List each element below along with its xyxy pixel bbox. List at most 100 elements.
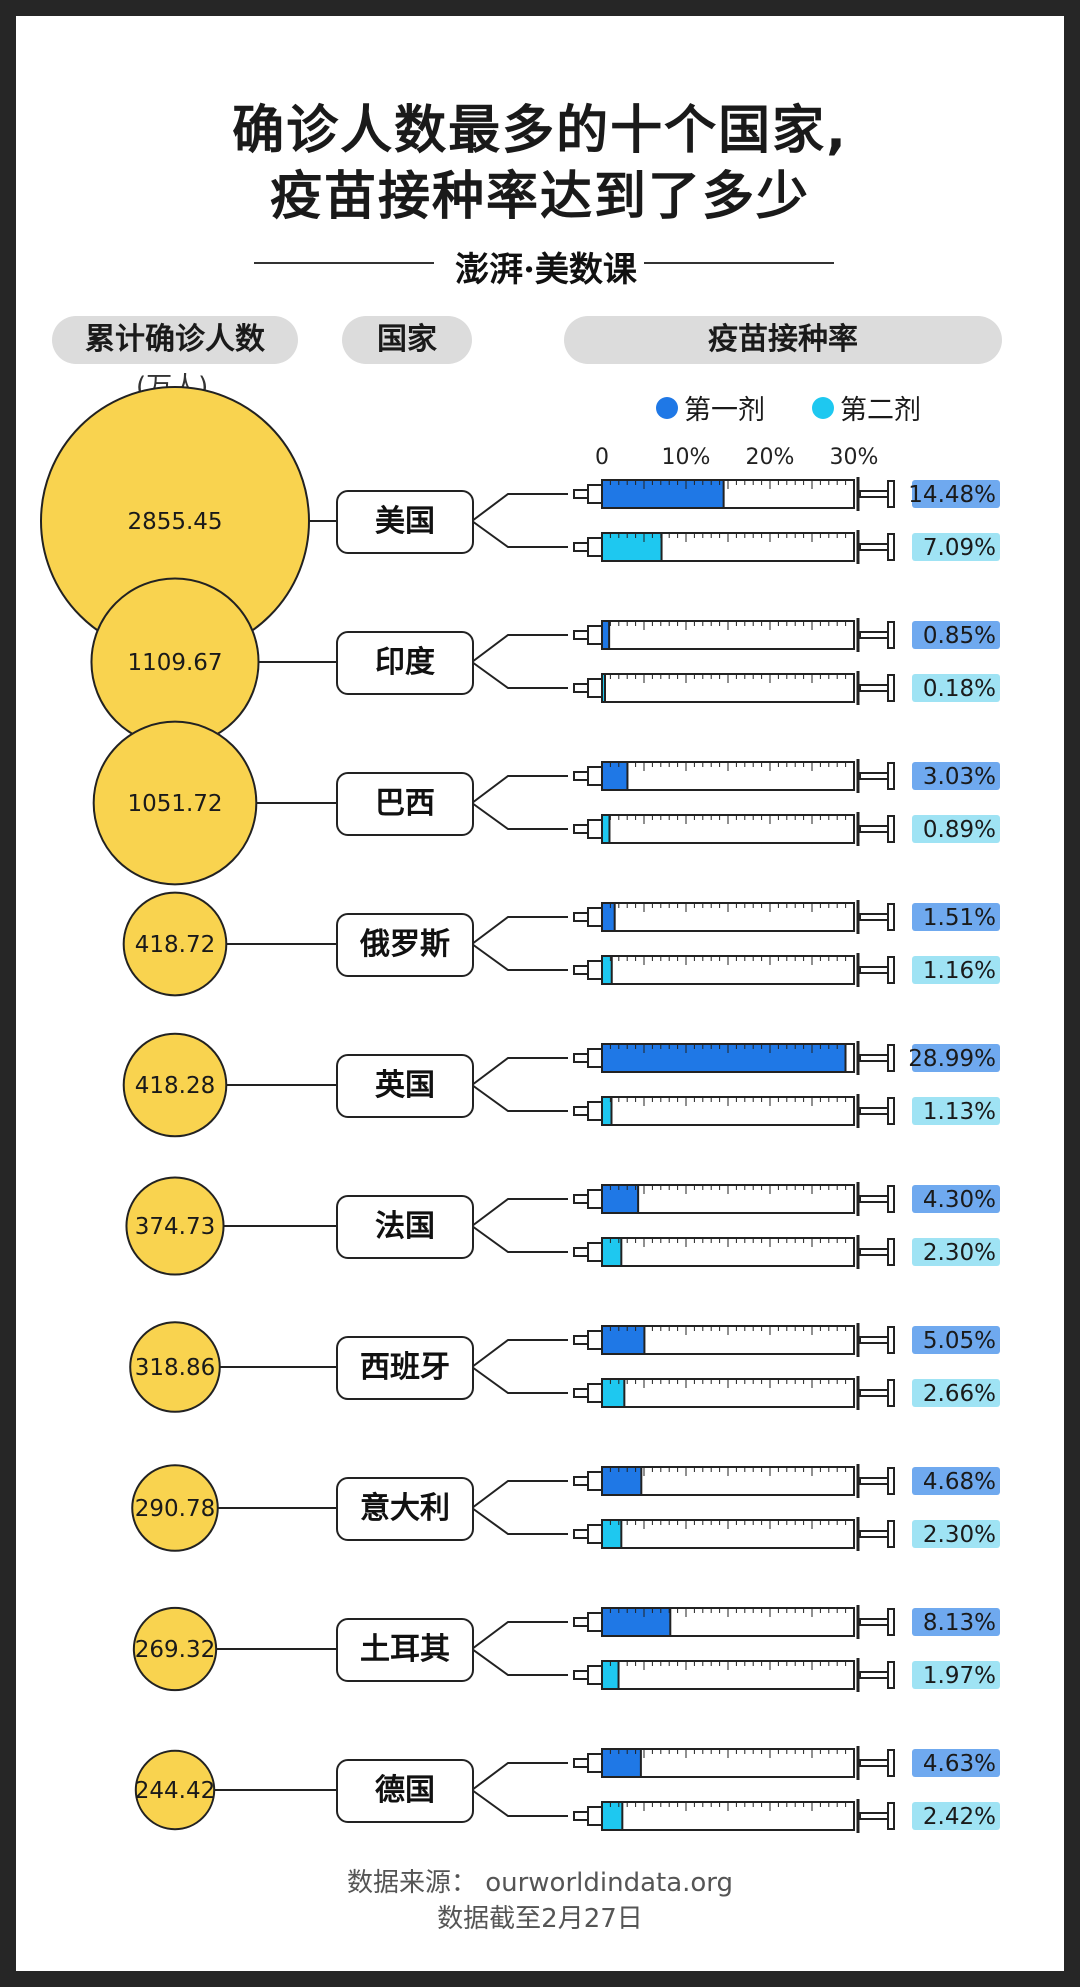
syringe-hub — [573, 1388, 589, 1398]
dose2-bar — [601, 955, 613, 985]
value-label-bg — [912, 1661, 1000, 1689]
syringe-neck — [587, 1753, 603, 1773]
value-label-bg — [912, 1749, 1000, 1777]
syringe-rod — [859, 1812, 889, 1820]
value-label-bg — [912, 1802, 1000, 1830]
value-label-bg — [912, 1467, 1000, 1495]
syringe-thumb — [887, 1467, 895, 1495]
syringe-rod — [859, 913, 889, 921]
syringe-thumb — [887, 1185, 895, 1213]
syringe-neck — [587, 1806, 603, 1826]
syringe-rod — [859, 1248, 889, 1256]
syringe-neck — [587, 766, 603, 786]
syringe-rod — [859, 825, 889, 833]
syringe-thumb — [887, 1802, 895, 1830]
syringe-thumb — [887, 1520, 895, 1548]
dose1-value-label: 0.85% — [923, 623, 996, 649]
dose2-value-label: 0.18% — [923, 676, 996, 702]
syringe-hub — [573, 1670, 589, 1680]
dose2-value-label: 1.97% — [923, 1663, 996, 1689]
legend-dose1-label: 第一剂 — [684, 395, 765, 426]
dose2-value-label: 2.30% — [923, 1522, 996, 1548]
title-line-2: 疫苗接种率达到了多少 — [269, 167, 810, 227]
syringe-rod — [859, 772, 889, 780]
syringe-rod — [859, 490, 889, 498]
legend-dose2-dot — [812, 396, 834, 419]
case-value-label: 418.28 — [135, 1073, 215, 1099]
syringe-thumb — [887, 1379, 895, 1407]
syringe-rod — [859, 1054, 889, 1062]
case-value-label: 290.78 — [135, 1496, 215, 1522]
dose1-value-label: 5.05% — [923, 1328, 996, 1354]
value-label-bg — [912, 1044, 1000, 1072]
syringe-thumb — [887, 815, 895, 843]
value-label-bg — [912, 1185, 1000, 1213]
case-bubble — [122, 1032, 228, 1138]
country-label: 美国 — [336, 490, 474, 554]
syringe-thumb — [887, 1661, 895, 1689]
value-label-bg — [912, 1238, 1000, 1266]
axis-tick-label: 20% — [746, 445, 795, 470]
dose2-bar — [601, 1519, 623, 1549]
country-label: 印度 — [336, 631, 474, 695]
dose1-value-label: 1.51% — [923, 905, 996, 931]
legend-dose2: 第二剂 — [812, 388, 921, 427]
value-label-bg — [912, 1097, 1000, 1125]
dose2-bar — [601, 673, 606, 703]
dose1-value-label: 3.03% — [923, 764, 996, 790]
syringe-hub — [573, 1811, 589, 1821]
legend-dose2-label: 第二剂 — [840, 395, 921, 426]
case-value-label: 318.86 — [135, 1355, 215, 1381]
syringe-neck — [587, 1242, 603, 1262]
syringe-hub — [573, 1106, 589, 1116]
syringe-hub — [573, 1053, 589, 1063]
syringe-neck — [587, 1189, 603, 1209]
syringe-rod — [859, 1759, 889, 1767]
value-label-bg — [912, 621, 1000, 649]
syringe-thumb — [887, 621, 895, 649]
syringe-neck — [587, 537, 603, 557]
syringe-hub — [573, 912, 589, 922]
dose-connector — [471, 1084, 568, 1112]
syringe-rod — [859, 1618, 889, 1626]
syringe-neck — [587, 1524, 603, 1544]
syringe-neck — [587, 960, 603, 980]
legend-dose1: 第一剂 — [656, 388, 765, 427]
syringe-rod — [859, 1336, 889, 1344]
case-value-label: 269.32 — [135, 1637, 215, 1663]
dose1-bar — [601, 620, 611, 650]
title-line-1: 确诊人数最多的十个国家, — [232, 101, 848, 161]
header-vaccine: 疫苗接种率 — [564, 316, 1002, 364]
dose1-value-label: 8.13% — [923, 1610, 996, 1636]
syringe-neck — [587, 1330, 603, 1350]
dose2-value-label: 2.30% — [923, 1240, 996, 1266]
dose1-bar — [601, 1184, 640, 1214]
value-label-bg — [912, 956, 1000, 984]
case-value-label: 244.42 — [135, 1778, 215, 1804]
dose-connector — [471, 520, 568, 548]
dose1-value-label: 4.68% — [923, 1469, 996, 1495]
legend-dose1-dot — [656, 396, 678, 419]
dose-connector — [471, 1762, 568, 1791]
axis-tick-label: 0 — [595, 445, 609, 470]
dose2-bar — [601, 1801, 624, 1831]
dose-connector — [471, 1480, 568, 1509]
case-value-label: 1051.72 — [127, 791, 222, 817]
dose1-bar — [601, 1466, 643, 1496]
dose2-bar — [601, 1096, 613, 1126]
dose-connector — [471, 1621, 568, 1650]
syringe-thumb — [887, 1238, 895, 1266]
dose1-bar — [601, 1043, 847, 1073]
dose1-bar — [601, 1607, 672, 1637]
dose1-value-label: 28.99% — [908, 1046, 996, 1072]
dose2-value-label: 0.89% — [923, 817, 996, 843]
case-bubble — [134, 1749, 216, 1831]
dose-connector — [471, 1789, 568, 1817]
syringe-rod — [859, 1477, 889, 1485]
syringe-thumb — [887, 762, 895, 790]
syringe-hub — [573, 630, 589, 640]
syringe-hub — [573, 1247, 589, 1257]
dose-connector — [471, 661, 568, 689]
syringe-hub — [573, 1194, 589, 1204]
dose2-value-label: 7.09% — [923, 535, 996, 561]
